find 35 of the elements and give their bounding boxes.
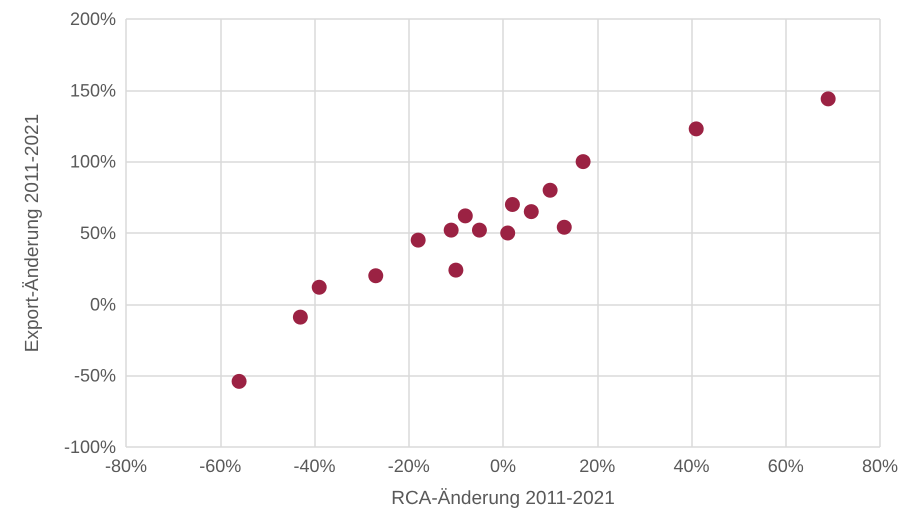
y-tick-label: -100% — [64, 437, 116, 457]
point — [500, 226, 516, 240]
y-tick-label: 50% — [80, 223, 116, 243]
point — [368, 268, 384, 284]
point — [820, 91, 836, 106]
point — [444, 222, 459, 238]
x-tick-label: 20% — [579, 456, 616, 476]
x-tick-label: 40% — [673, 456, 710, 476]
y-tick-label: 0% — [90, 294, 116, 314]
x-tick-label: -40% — [293, 456, 336, 476]
x-tick-label: 0% — [490, 456, 516, 476]
point — [232, 374, 247, 389]
point — [448, 262, 464, 278]
y-axis-title: Export-Änderung 2011-2021 — [22, 114, 43, 352]
y-tick-label: 200% — [70, 9, 116, 29]
point — [472, 222, 487, 238]
point — [458, 208, 473, 224]
point — [292, 310, 308, 325]
point — [410, 232, 426, 248]
point — [312, 280, 327, 295]
x-tick-label: -80% — [104, 456, 148, 476]
point — [688, 121, 704, 136]
y-tick-label: -50% — [74, 366, 116, 386]
x-axis-title: RCA-Änderung 2011-2021 — [391, 488, 615, 509]
point — [524, 204, 539, 220]
x-tick-label: -20% — [388, 456, 430, 476]
y-tick-label: 100% — [70, 152, 116, 172]
point — [542, 182, 558, 198]
point — [576, 154, 591, 170]
y-tick-label: 150% — [70, 80, 116, 100]
x-tick-label: 60% — [768, 456, 804, 476]
point — [556, 220, 572, 235]
x-tick-label: -60% — [199, 456, 242, 476]
point — [504, 196, 520, 212]
x-tick-label: 80% — [862, 456, 898, 476]
